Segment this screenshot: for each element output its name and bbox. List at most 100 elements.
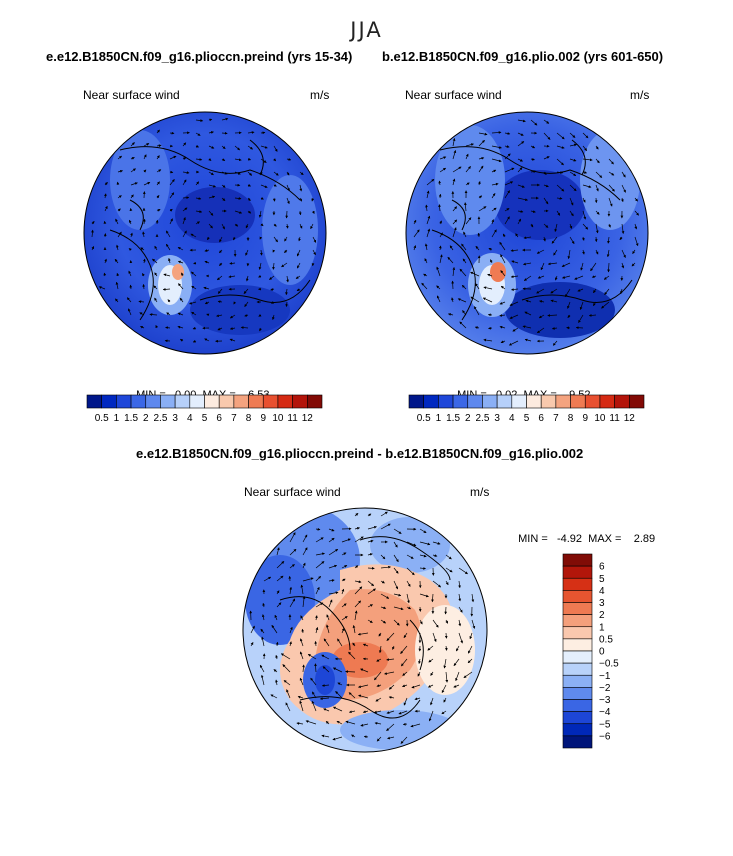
- panel2-wind-arrow: [608, 158, 614, 165]
- panel3-wind-arrow: [393, 619, 400, 626]
- panel3-wind-arrow: [458, 593, 462, 602]
- panel2-wind-arrow: [608, 171, 615, 176]
- panel1-wind-arrow: [103, 272, 107, 277]
- panel1-wind-arrow: [217, 288, 223, 294]
- panel1-wind-arrow: [229, 338, 236, 342]
- panel1-wind-arrow: [245, 249, 249, 256]
- panel2-wind-arrow: [621, 184, 626, 193]
- panel1-wind-arrow: [203, 286, 210, 290]
- panel2-colorbar-cell: [511, 394, 527, 409]
- panel1-wind-arrow: [195, 221, 200, 225]
- panel2-wind-arrow: [439, 220, 442, 225]
- panel1-wind-arrow: [221, 197, 226, 201]
- panel3-wind-arrow: [289, 586, 293, 595]
- panel2-wind-arrow: [504, 216, 510, 225]
- panel2-wind-arrow: [569, 143, 577, 147]
- panel1-wind-arrow: [116, 272, 120, 277]
- panel3-wind-arrow: [323, 708, 330, 712]
- panel2-wind-arrow: [550, 288, 558, 294]
- panel2-colorbar-cell: [614, 394, 630, 409]
- panel2-wind-arrow: [575, 326, 584, 330]
- panel1-wind-arrow: [128, 308, 132, 316]
- panel3-wind-arrow: [285, 702, 291, 712]
- panel1-wind-arrow: [91, 246, 95, 251]
- panel3-wind-arrow: [276, 590, 280, 595]
- panel1-wind-arrow: [104, 182, 108, 186]
- panel3-wind-arrow: [418, 658, 421, 665]
- panel3-wind-arrow: [321, 734, 330, 738]
- panel3-wind-arrow: [289, 641, 292, 647]
- panel2-wind-arrow: [500, 340, 506, 344]
- panel1-wind-arrow: [177, 312, 184, 316]
- panel1-wind-arrow: [259, 171, 263, 176]
- panel2-wind-arrow: [582, 210, 587, 220]
- panel1-wind-arrow: [126, 297, 132, 303]
- panel3-wind-arrow: [280, 653, 291, 660]
- panel3-wind-arrow: [276, 575, 284, 582]
- panel3-wind-arrow: [417, 671, 421, 677]
- panel2-wind-arrow: [436, 295, 441, 303]
- panel3-wind-arrow: [419, 528, 427, 534]
- panel3-wind-arrow: [431, 593, 434, 603]
- panel2-wind-arrow: [517, 210, 524, 213]
- panel2-wind-arrow: [424, 243, 428, 251]
- panel3-wind-arrow: [354, 580, 362, 584]
- panel1-wind-arrow: [130, 168, 136, 173]
- panel3-wind-arrow: [386, 710, 395, 714]
- panel3-wind-arrow: [276, 547, 280, 556]
- panel2-wind-arrow: [504, 190, 510, 199]
- panel3-wind-arrow: [273, 669, 278, 673]
- panel1-wind-arrow: [260, 249, 263, 256]
- panel2-colorbar-cell: [452, 394, 469, 409]
- panel3-wind-arrow: [335, 691, 343, 699]
- panel1-wind-arrow: [208, 145, 215, 149]
- panel2-wind-arrow: [619, 288, 623, 295]
- panel3-wind-arrow: [328, 564, 338, 569]
- panel3-wind-arrow: [302, 595, 306, 608]
- panel1-wind-arrow: [167, 299, 171, 303]
- panel1-wind-arrow: [228, 275, 236, 279]
- panel2-wind-arrow: [621, 171, 626, 178]
- panel1-wind-arrow: [269, 275, 275, 280]
- panel1-wind-arrow: [234, 158, 242, 162]
- panel2-wind-arrow: [490, 259, 493, 264]
- panel1-wind-arrow: [295, 275, 301, 279]
- panel3-wind-arrow: [354, 600, 361, 608]
- panel1-wind-arrow: [182, 157, 187, 160]
- panel3-colorbar-cell: [562, 674, 593, 688]
- panel3-wind-arrow: [319, 697, 330, 701]
- panel2-wind-arrow: [608, 197, 613, 207]
- panel2-wind-arrow: [523, 236, 532, 240]
- panel2-wind-arrow: [465, 143, 474, 147]
- panel2-wind-arrow: [478, 195, 483, 199]
- panel1-colorbar-label: 11: [287, 413, 298, 424]
- panel2-wind-arrow: [463, 231, 467, 238]
- panel3-colorbar-cell: [562, 590, 593, 603]
- panel3-wind-arrow: [310, 677, 317, 686]
- panel3-wind-arrow: [406, 541, 417, 547]
- panel2-wind-arrow: [525, 299, 532, 303]
- panel2-wind-arrow: [562, 275, 571, 279]
- panel1-wind-arrow: [286, 197, 290, 205]
- panel1-wind-arrow: [128, 219, 132, 225]
- panel1-wind-arrow: [260, 145, 268, 149]
- panel2-colorbar-cell: [438, 394, 454, 409]
- panel1-wind-arrow: [247, 131, 255, 134]
- panel2-wind-arrow: [567, 314, 571, 319]
- panel1-wind-arrow: [130, 194, 134, 199]
- panel3-colorbar-label: 2: [599, 610, 605, 621]
- panel3-wind-arrow: [443, 697, 447, 703]
- panel2-wind-arrow: [619, 236, 623, 241]
- panel3-wind-arrow: [458, 580, 461, 589]
- panel3-wind-arrow: [400, 736, 408, 744]
- panel3-wind-arrow: [341, 603, 347, 608]
- panel2-wind-arrow: [491, 169, 497, 173]
- panel1-wind-arrow: [208, 210, 214, 216]
- panel1-colorbar: 0.5 1 1.5 2 2.5 3 4 5 6 7 8 9 10 11 12: [86, 394, 323, 424]
- panel1-wind-arrow: [162, 288, 171, 291]
- panel3-wind-arrow: [411, 684, 421, 689]
- panel1-wind-arrow: [195, 119, 204, 122]
- panel2-wind-arrow: [561, 262, 571, 267]
- panel2-colorbar-label: 4: [509, 413, 515, 424]
- panel3-wind-arrow: [297, 695, 304, 699]
